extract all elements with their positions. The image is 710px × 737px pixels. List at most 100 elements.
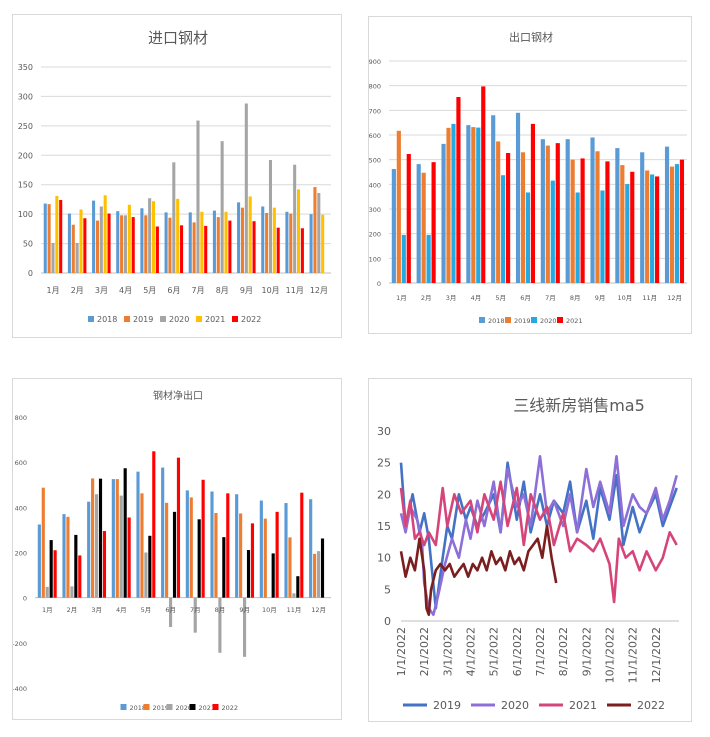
net-export-bar bbox=[53, 550, 57, 598]
import-legend-label: 2018 bbox=[97, 315, 117, 324]
export-bar bbox=[650, 174, 655, 283]
housing-x-tick: 9/1/2022 bbox=[580, 627, 593, 676]
import-legend-swatch bbox=[88, 316, 94, 322]
export-x-tick: 2月 bbox=[421, 294, 432, 302]
net-export-bar bbox=[226, 493, 230, 598]
export-bar bbox=[520, 152, 526, 283]
net-export-bar bbox=[70, 586, 74, 598]
net-export-bar bbox=[66, 516, 70, 598]
import-y-tick: 350 bbox=[18, 63, 33, 72]
import-bar bbox=[107, 213, 111, 273]
housing-series-line bbox=[399, 480, 678, 604]
net-export-x-tick: 4月 bbox=[116, 606, 127, 614]
net-export-bar bbox=[284, 503, 288, 598]
export-bar bbox=[416, 164, 421, 283]
import-bar bbox=[200, 211, 204, 273]
import-bar bbox=[317, 192, 321, 273]
import-bar bbox=[240, 207, 244, 273]
export-bar bbox=[600, 190, 605, 283]
export-bar bbox=[679, 159, 685, 283]
net-export-x-tick: 6月 bbox=[165, 606, 176, 614]
export-bar bbox=[664, 146, 670, 283]
import-x-tick: 5月 bbox=[143, 286, 156, 295]
export-bar bbox=[421, 172, 426, 283]
export-y-tick: 0 bbox=[377, 280, 381, 288]
export-x-tick: 4月 bbox=[471, 294, 482, 302]
export-bar bbox=[426, 234, 431, 283]
import-x-tick: 6月 bbox=[167, 286, 180, 295]
export-bar bbox=[396, 130, 401, 283]
import-bar bbox=[99, 206, 103, 273]
export-bar bbox=[620, 165, 625, 283]
net-export-bar bbox=[165, 502, 169, 598]
import-y-tick: 50 bbox=[23, 240, 33, 249]
import-legend-label: 2022 bbox=[241, 315, 261, 324]
net-export-bar bbox=[41, 487, 45, 598]
import-bar bbox=[268, 159, 273, 273]
net-export-bar bbox=[168, 597, 173, 628]
net-export-bar bbox=[172, 511, 177, 598]
import-bar bbox=[224, 211, 228, 273]
import-bar bbox=[313, 187, 317, 273]
export-x-tick: 7月 bbox=[545, 294, 556, 302]
export-x-tick: 8月 bbox=[570, 294, 581, 302]
export-bar bbox=[674, 164, 680, 283]
export-bar bbox=[545, 145, 550, 283]
import-legend-swatch bbox=[196, 316, 202, 322]
export-bar bbox=[441, 143, 446, 283]
export-bar bbox=[506, 153, 511, 283]
import-bar bbox=[55, 195, 59, 273]
export-bar bbox=[565, 139, 570, 283]
import-bar bbox=[244, 103, 248, 274]
net-export-bar bbox=[148, 535, 152, 598]
housing-y-tick: 10 bbox=[377, 552, 391, 565]
import-bar bbox=[261, 206, 265, 273]
housing-y-tick: 15 bbox=[377, 520, 391, 533]
import-legend-swatch bbox=[160, 316, 166, 322]
housing-y-tick: 0 bbox=[384, 615, 391, 628]
housing-series-line bbox=[399, 461, 678, 610]
export-bar bbox=[630, 171, 635, 283]
net-export-bar bbox=[214, 512, 218, 598]
net-export-bar bbox=[74, 534, 78, 598]
export-y-tick: 600 bbox=[369, 132, 381, 140]
net-export-bar bbox=[210, 491, 214, 598]
export-y-tick: 200 bbox=[369, 231, 381, 239]
net-export-y-tick: 600 bbox=[15, 459, 27, 467]
export-bar bbox=[406, 153, 411, 283]
import-bar bbox=[51, 242, 55, 273]
housing-series-line bbox=[399, 455, 678, 616]
net-export-bar bbox=[49, 540, 53, 598]
export-x-tick: 1月 bbox=[396, 294, 407, 302]
import-bar bbox=[265, 212, 269, 273]
housing-legend-label: 2021 bbox=[569, 699, 597, 712]
net-export-legend-label: 2019 bbox=[153, 704, 170, 712]
net-export-bar bbox=[250, 523, 255, 598]
export-bar bbox=[655, 176, 660, 283]
housing-sales-chart-svg: 三线新房销售ma5 0 5 10 15 20 25 30 1/1/2022 2/1/2022 3/1… bbox=[377, 396, 679, 712]
import-bar bbox=[140, 208, 144, 273]
import-legend-swatch bbox=[232, 316, 238, 322]
net-export-x-tick: 9月 bbox=[239, 606, 250, 614]
net-export-bar bbox=[127, 517, 131, 598]
net-export-x-tick: 11月 bbox=[287, 606, 302, 614]
export-bar bbox=[625, 184, 630, 283]
net-export-x-tick: 5月 bbox=[141, 606, 152, 614]
export-bar bbox=[456, 97, 461, 283]
net-export-bar bbox=[246, 550, 251, 598]
export-bar bbox=[605, 161, 610, 283]
housing-x-tick: 3/1/2022 bbox=[441, 627, 454, 676]
import-bar bbox=[228, 220, 232, 273]
export-y-tick: 300 bbox=[369, 206, 381, 214]
net-export-y-tick: 200 bbox=[15, 550, 27, 558]
net-export-legend-swatch bbox=[166, 704, 173, 710]
export-bar bbox=[431, 162, 436, 283]
export-y-tick: 700 bbox=[369, 107, 381, 115]
import-x-tick: 3月 bbox=[95, 286, 108, 295]
import-bar bbox=[144, 215, 148, 273]
export-bar bbox=[446, 127, 451, 283]
housing-legend-label: 2022 bbox=[637, 699, 665, 712]
import-bar bbox=[252, 221, 256, 273]
net-export-bar bbox=[140, 493, 144, 598]
net-export-bar bbox=[271, 553, 275, 598]
